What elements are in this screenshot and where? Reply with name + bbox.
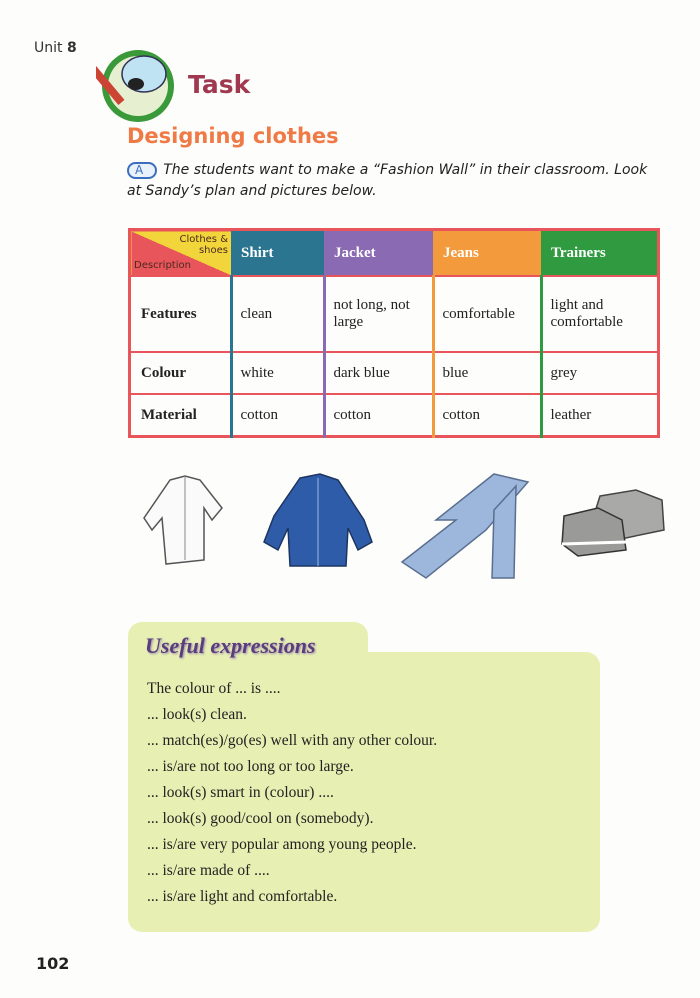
expression-item: ... is/are not too long or too large. — [147, 758, 354, 775]
expressions-title: Useful expressions — [145, 633, 316, 658]
clothes-table: Clothes & shoes Description Shirt Jacket… — [128, 228, 660, 438]
row-header: Material — [128, 393, 232, 438]
expression-item: ... look(s) good/cool on (somebody). — [147, 810, 374, 827]
jacket-icon — [263, 473, 373, 567]
table-cell: blue — [431, 351, 542, 395]
table-cell: white — [229, 351, 325, 395]
table-row: Features clean not long, not large comfo… — [128, 275, 660, 353]
row-header: Features — [128, 275, 232, 353]
page-number: 102 — [36, 954, 70, 973]
corner-cell: Clothes & shoes Description — [129, 229, 231, 276]
expression-item: ... is/are made of .... — [147, 862, 270, 879]
table-cell: not long, not large — [322, 275, 434, 353]
table-row: Material cotton cotton cotton leather — [128, 393, 660, 438]
intro-text: A The students want to make a “Fashion Wa… — [127, 160, 657, 202]
expression-item: ... is/are very popular among young peop… — [147, 836, 417, 853]
intro-sentence: The students want to make a “Fashion Wal… — [127, 162, 648, 199]
table-cell: cotton — [431, 393, 542, 438]
corner-bottom-label: Description — [134, 260, 191, 271]
corner-top-label: Clothes & shoes — [179, 234, 228, 256]
column-header: Trainers — [541, 229, 659, 276]
table-header-row: Clothes & shoes Description Shirt Jacket… — [129, 229, 659, 276]
table-cell: dark blue — [322, 351, 434, 395]
part-badge: A — [127, 162, 158, 179]
dog-mascot-icon — [96, 50, 174, 122]
section-label: Task — [188, 70, 251, 99]
column-header: Jeans — [433, 229, 541, 276]
unit-text: Unit — [34, 40, 63, 56]
shirt-icon — [143, 475, 223, 565]
table-cell: cotton — [322, 393, 434, 438]
column-header: Shirt — [231, 229, 324, 276]
expression-item: ... is/are light and comfortable. — [147, 888, 338, 905]
expression-item: ... match(es)/go(es) well with any other… — [147, 732, 438, 749]
table-cell: grey — [539, 351, 660, 395]
expressions-box — [128, 652, 600, 932]
table-row: Colour white dark blue blue grey — [128, 351, 660, 395]
table-cell: cotton — [229, 393, 325, 438]
expression-item: ... look(s) clean. — [147, 706, 247, 723]
table-cell: clean — [229, 275, 325, 353]
unit-label: Unit 8 — [34, 40, 77, 56]
table-cell: comfortable — [431, 275, 542, 353]
row-header: Colour — [128, 351, 232, 395]
expression-item: ... look(s) smart in (colour) .... — [147, 784, 334, 801]
table-cell: light and comfortable — [539, 275, 660, 353]
expression-item: The colour of ... is .... — [147, 680, 281, 697]
trainers-icon — [561, 489, 665, 557]
table-cell: leather — [539, 393, 660, 438]
expressions-list: The colour of ... is .... ... look(s) cl… — [147, 678, 437, 912]
page-title: Designing clothes — [127, 124, 339, 148]
jeans-icon — [400, 473, 530, 579]
unit-number: 8 — [66, 40, 77, 56]
column-header: Jacket — [324, 229, 433, 276]
